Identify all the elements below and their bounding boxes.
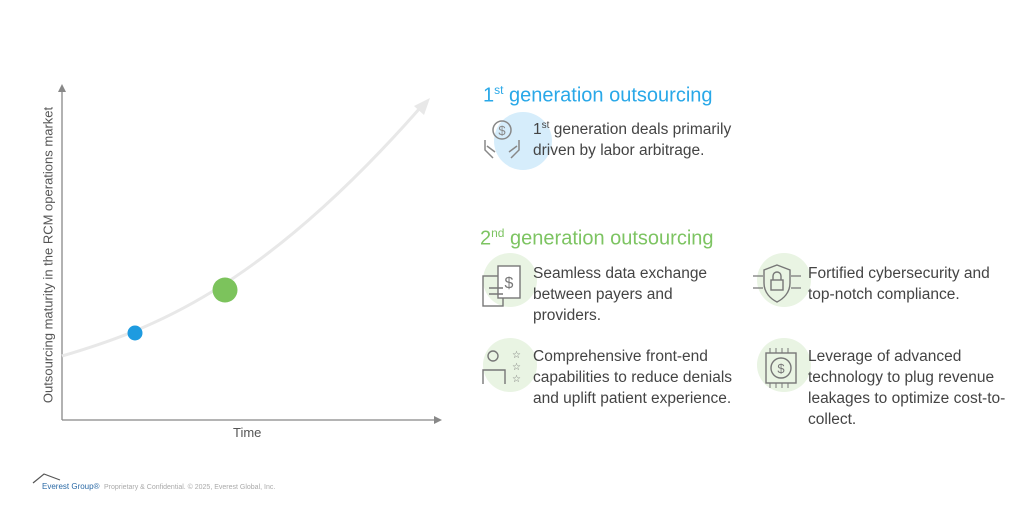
- everest-logo-mountain-icon: [32, 473, 61, 484]
- svg-text:☆: ☆: [512, 362, 521, 373]
- gen2-item-2-text: Fortified cybersecurity and top-notch co…: [808, 265, 990, 303]
- x-axis-label: Time: [233, 425, 262, 440]
- gear-person-stars-icon: ☆☆☆: [482, 350, 521, 385]
- footer-copyright: Proprietary & Confidential. © 2025, Ever…: [104, 484, 276, 491]
- gen1-title: 1st generation outsourcing: [483, 83, 713, 107]
- x-axis-arrow: [434, 416, 442, 424]
- shield-lock-icon: [753, 264, 801, 303]
- data-exchange-icon: $: [482, 265, 521, 307]
- curve-arrow: [414, 98, 430, 115]
- svg-text:$: $: [777, 361, 785, 376]
- everest-logo: Everest Group®: [42, 482, 100, 491]
- gen2-item-1-text: Seamless data exchange between payers an…: [533, 265, 708, 324]
- gen1-text: 1st generation deals primarily driven by…: [533, 119, 732, 159]
- icon-bg: [483, 338, 537, 392]
- maturity-curve: [61, 107, 422, 358]
- svg-text:☆: ☆: [512, 350, 521, 361]
- gen2-title: 2nd generation outsourcing: [480, 226, 714, 250]
- gen2-item-4-text: Leverage of advanced technology to plug …: [808, 348, 1006, 428]
- gen1-marker: [127, 325, 143, 341]
- gen2-marker: [212, 277, 238, 303]
- money-hands-icon: $: [484, 120, 520, 159]
- maturity-chart: [58, 84, 442, 424]
- svg-text:$: $: [498, 123, 506, 138]
- gen2-item-3-text: Comprehensive front-end capabilities to …: [533, 348, 733, 407]
- chip-dollar-icon: $: [765, 348, 797, 388]
- svg-text:☆: ☆: [512, 374, 521, 385]
- y-axis-arrow: [58, 84, 66, 92]
- y-axis-label: Outsourcing maturity in the RCM operatio…: [40, 106, 56, 404]
- svg-text:$: $: [505, 275, 514, 292]
